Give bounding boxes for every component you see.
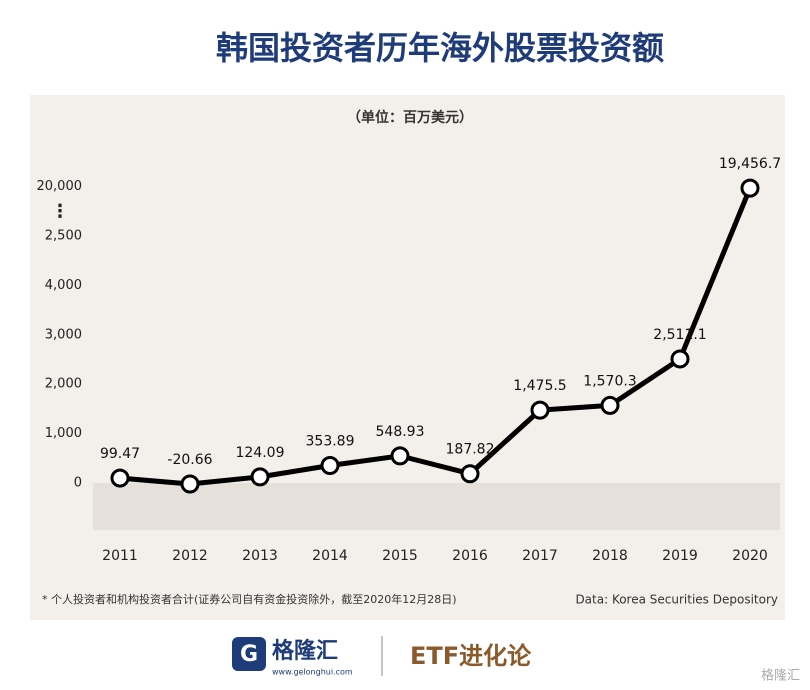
logo: G 格隆汇 www.gelonghui.com — [232, 637, 353, 677]
data-label: 353.89 — [306, 434, 355, 450]
data-label: 2,511.1 — [653, 327, 706, 343]
point — [250, 467, 270, 487]
x-tick-label: 2012 — [172, 548, 208, 564]
data-label: -20.66 — [167, 452, 212, 468]
x-tick-label: 2018 — [592, 548, 628, 564]
y-tick-label: 0 — [74, 476, 82, 491]
point — [600, 395, 620, 415]
line — [119, 187, 753, 487]
x-tick-label: 2020 — [732, 548, 768, 564]
x-tick-label: 2016 — [452, 548, 488, 564]
point — [530, 400, 550, 420]
data-label: 187.82 — [446, 442, 495, 458]
x-tick-label: 2014 — [312, 548, 348, 564]
chart-subtitle: （单位：百万美元） — [347, 109, 473, 126]
logo-text: 格隆汇 — [272, 638, 338, 664]
x-tick-label: 2019 — [662, 548, 698, 564]
point — [180, 474, 200, 494]
y-tick-label: 3,000 — [45, 327, 82, 342]
logo-url: www.gelonghui.com — [272, 668, 353, 677]
point — [110, 468, 130, 488]
data-label: 124.09 — [236, 445, 285, 461]
source: Data: Korea Securities Depository — [575, 593, 778, 607]
x-tick-label: 2015 — [382, 548, 418, 564]
point — [740, 178, 760, 198]
chart-title: 韩国投资者历年海外股票投资额 — [216, 29, 664, 67]
watermark: 格隆汇 — [761, 668, 800, 684]
y-tick-label: 4,000 — [45, 278, 82, 293]
logo-icon-letter: G — [240, 642, 258, 667]
footnote: * 个人投资者和机构投资者合计(证券公司自有资金投资除外，截至2020年12月2… — [42, 592, 457, 606]
point — [670, 349, 690, 369]
y-tick-label: 2,500 — [45, 229, 82, 244]
data-label: 99.47 — [100, 446, 140, 462]
chart-panel — [30, 95, 785, 620]
brand: ETF进化论 — [410, 642, 532, 670]
x-tick-label: 2013 — [242, 548, 278, 564]
x-tick-label: 2017 — [522, 548, 558, 564]
negative-band — [93, 483, 780, 530]
point — [390, 446, 410, 466]
y-tick-label: 2,000 — [45, 377, 82, 392]
data-label: 1,475.5 — [513, 378, 566, 394]
y-tick-label: 1,000 — [45, 426, 82, 441]
axis-break: ⋮ — [51, 201, 69, 222]
point — [320, 456, 340, 476]
data-label: 19,456.7 — [719, 156, 781, 172]
data-label: 548.93 — [376, 424, 425, 440]
x-tick-label: 2011 — [102, 548, 138, 564]
y-tick-label: 20,000 — [37, 179, 83, 194]
logo-icon — [232, 637, 266, 671]
data-label: 1,570.3 — [583, 373, 636, 389]
point — [460, 464, 480, 484]
